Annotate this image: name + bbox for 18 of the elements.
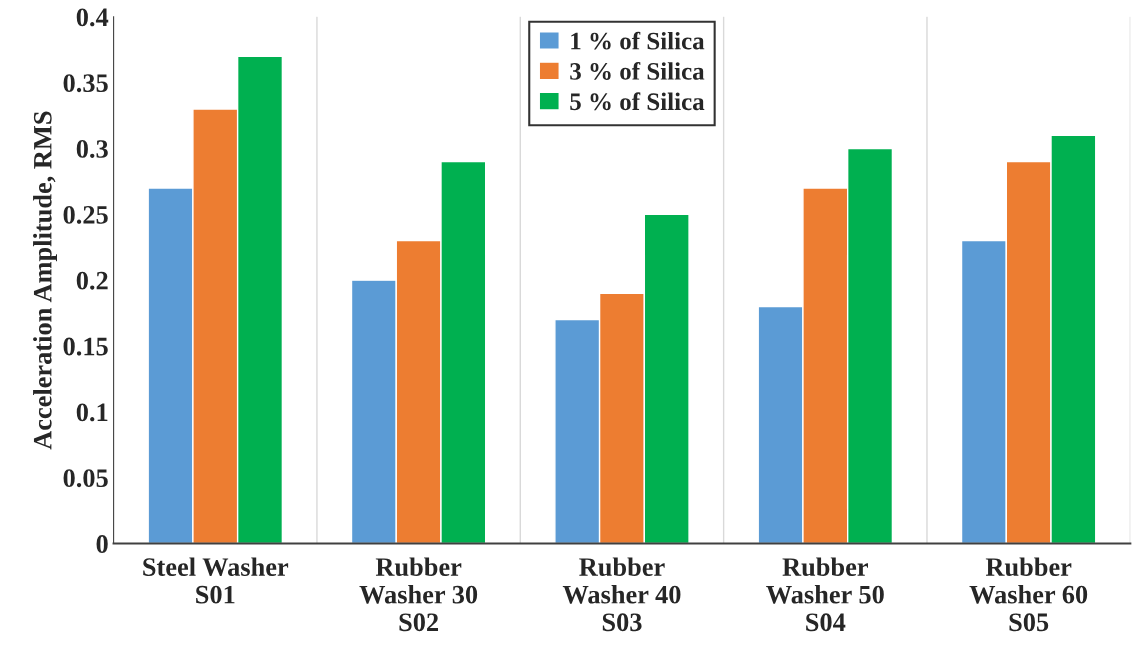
y-axis-title: Acceleration Amplitude, RMS	[33, 111, 57, 450]
legend-label: 5 % of Silica	[570, 92, 705, 111]
x-tick-label: Steel Washer S01	[143, 557, 289, 604]
y-tick-label: 0.25	[63, 205, 108, 224]
y-tick-label: 0.35	[63, 74, 108, 93]
y-tick-label: 0.2	[76, 271, 108, 290]
x-tick-label: Rubber Washer 60 S05	[969, 557, 1088, 632]
legend-label: 1 % of Silica	[571, 31, 705, 50]
x-tick-label: Rubber Washer 40 S03	[562, 557, 681, 632]
y-tick-label: 0.1	[76, 403, 108, 422]
y-tick-label: 0.3	[76, 140, 108, 158]
y-tick-label: 0.15	[63, 337, 108, 356]
y-tick-label: 0.05	[63, 469, 108, 488]
legend-label: 3 % of Silica	[570, 62, 705, 80]
y-tick-label: 0.4	[76, 8, 109, 27]
x-tick-label: Rubber Washer 50 S04	[766, 557, 884, 632]
y-tick-label: 0	[96, 535, 108, 553]
x-tick-label: Rubber Washer 30 S02	[359, 557, 478, 632]
